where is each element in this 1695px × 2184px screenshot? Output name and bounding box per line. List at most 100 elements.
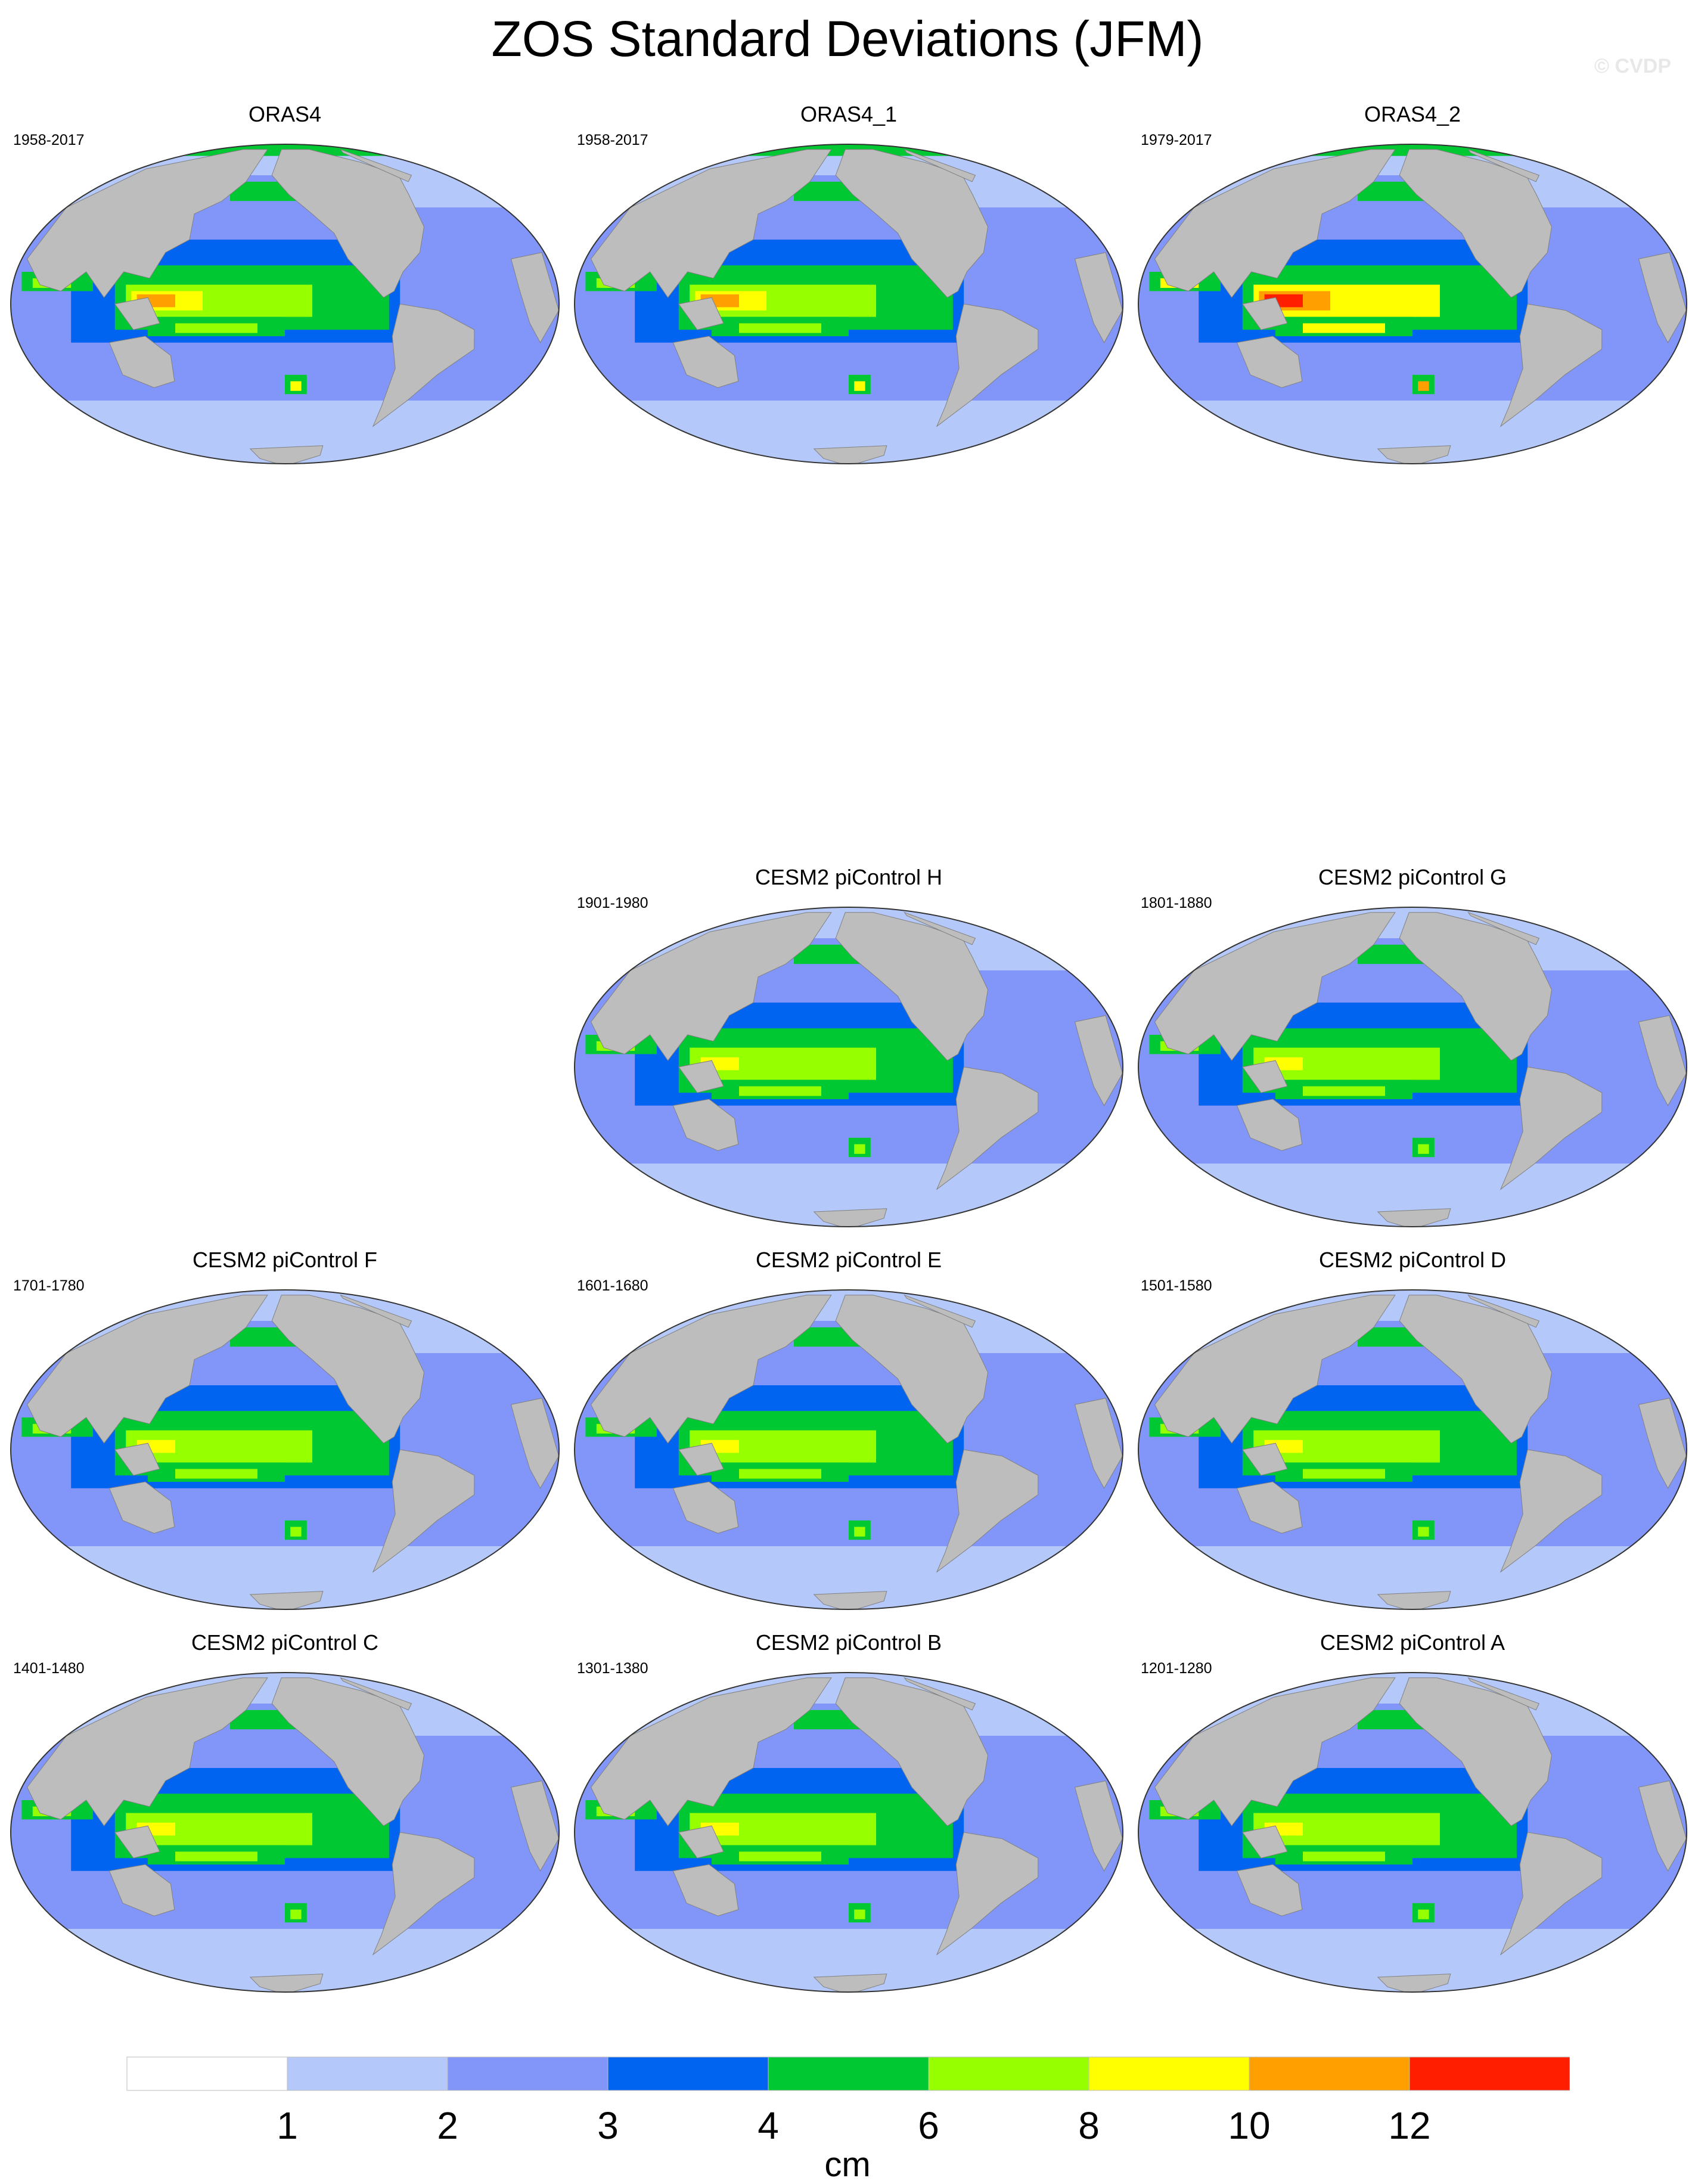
map-panel-cesm2-f: CESM2 piControl F 1701-1780 — [5, 1247, 565, 1617]
land-australia — [672, 1481, 739, 1534]
land-asia — [1154, 1677, 1396, 1827]
field-region — [739, 1851, 821, 1862]
map-outline — [1138, 144, 1687, 464]
land-africa — [1074, 1398, 1123, 1489]
land-seasia — [678, 297, 724, 330]
land-africa — [1074, 1015, 1123, 1106]
land-antarctica — [813, 1208, 887, 1227]
world-map — [10, 1289, 560, 1610]
map-panel-cesm2-g: CESM2 piControl G 1801-1880 — [1132, 864, 1693, 1234]
map-outline — [574, 907, 1123, 1227]
cvdp-watermark: © CVDP — [1594, 55, 1671, 77]
land-antarctica — [249, 1591, 324, 1609]
field-region — [38, 1514, 367, 1546]
panel-period: 1201-1280 — [1141, 1660, 1212, 1677]
land-asia — [26, 149, 268, 299]
land-samerica — [936, 1449, 1039, 1573]
world-map — [1138, 907, 1687, 1227]
land-antarctica — [249, 445, 324, 464]
panel-title: CESM2 piControl B — [755, 1630, 942, 1655]
land-asia — [590, 1677, 832, 1827]
land-asia — [26, 1295, 268, 1444]
panel-period: 1301-1380 — [577, 1660, 648, 1677]
colorbar-swatch — [1088, 2056, 1250, 2091]
land-asia — [1154, 912, 1396, 1062]
colorbar-tick-label: 8 — [1078, 2104, 1100, 2147]
field-region — [38, 1897, 367, 1929]
land-greenland — [340, 1294, 412, 1328]
field-region — [854, 1909, 865, 1919]
field-region — [1303, 1469, 1385, 1479]
land-samerica — [1500, 1449, 1603, 1573]
world-map — [574, 907, 1123, 1227]
land-australia — [108, 1481, 175, 1534]
land-greenland — [1467, 1294, 1540, 1328]
field-region — [38, 368, 367, 401]
land-australia — [672, 1099, 739, 1151]
map-panel-cesm2-c: CESM2 piControl C 1401-1480 — [5, 1630, 565, 1999]
land-australia — [1236, 1481, 1303, 1534]
world-map — [574, 144, 1123, 464]
colorbar-tick-label: 4 — [758, 2104, 779, 2147]
land-asia — [590, 912, 832, 1062]
map-panel-cesm2-d: CESM2 piControl D 1501-1580 — [1132, 1247, 1693, 1617]
land-seasia — [678, 1060, 724, 1093]
land-antarctica — [1377, 1208, 1451, 1227]
land-australia — [672, 1864, 739, 1916]
land-samerica — [936, 1066, 1039, 1190]
land-seasia — [114, 1825, 160, 1859]
colorbar-tick-label: 3 — [597, 2104, 619, 2147]
land-samerica — [936, 303, 1039, 427]
world-map — [10, 144, 560, 464]
field-region — [854, 1144, 865, 1154]
land-asia — [590, 1295, 832, 1444]
map-panel-cesm2-h: CESM2 piControl H 1901-1980 — [569, 864, 1129, 1234]
world-map — [574, 1289, 1123, 1610]
field-region — [1166, 1514, 1495, 1546]
land-seasia — [678, 1825, 724, 1859]
world-map — [1138, 144, 1687, 464]
world-map — [574, 1672, 1123, 1993]
land-greenland — [1467, 148, 1540, 182]
land-antarctica — [813, 445, 887, 464]
land-australia — [108, 336, 175, 388]
land-seasia — [1241, 297, 1288, 330]
land-seasia — [1241, 1825, 1288, 1859]
land-greenland — [904, 1677, 976, 1711]
field-region — [1418, 1909, 1429, 1919]
land-samerica — [936, 1832, 1039, 1956]
map-panel-oras4: ORAS4 1958-2017 — [5, 101, 565, 471]
land-australia — [1236, 336, 1303, 388]
land-africa — [1074, 252, 1123, 343]
map-outline — [1138, 907, 1687, 1227]
panel-title: ORAS4_1 — [800, 102, 898, 126]
field-region — [854, 381, 865, 391]
colorbar-tick-label: 2 — [437, 2104, 458, 2147]
colorbar-unit: cm — [824, 2145, 871, 2184]
land-greenland — [904, 148, 976, 182]
panel-period: 1958-2017 — [13, 132, 85, 148]
field-region — [1303, 1086, 1385, 1096]
colorbar-tick-label: 6 — [918, 2104, 939, 2147]
land-seasia — [114, 1442, 160, 1476]
colorbar-swatch — [1409, 2056, 1570, 2091]
land-samerica — [372, 303, 475, 427]
map-outline — [1138, 1289, 1687, 1610]
colorbar-swatch — [928, 2056, 1089, 2091]
panel-title: ORAS4_2 — [1364, 102, 1461, 126]
panel-period: 1601-1680 — [577, 1277, 648, 1294]
field-region — [290, 381, 302, 391]
field-region — [1303, 1851, 1385, 1862]
field-region — [175, 1469, 257, 1479]
field-region — [290, 1527, 302, 1537]
land-greenland — [1467, 1677, 1540, 1711]
panel-title: CESM2 piControl A — [1320, 1630, 1505, 1655]
world-map — [10, 1672, 560, 1993]
land-antarctica — [249, 1974, 324, 1992]
field-region — [1166, 1897, 1495, 1929]
land-antarctica — [1377, 1974, 1451, 1992]
map-panel-cesm2-e: CESM2 piControl E 1601-1680 — [569, 1247, 1129, 1617]
land-greenland — [340, 148, 412, 182]
panel-title: ORAS4 — [248, 102, 322, 126]
land-africa — [1074, 1780, 1123, 1872]
